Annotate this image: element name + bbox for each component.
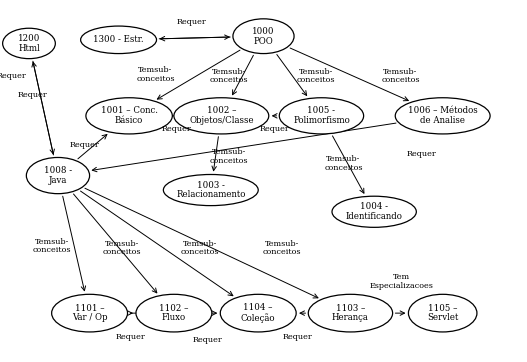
Text: Temsub-
conceitos: Temsub- conceitos	[32, 238, 71, 254]
Text: Temsub-
conceitos: Temsub- conceitos	[210, 148, 249, 165]
Text: Requer: Requer	[0, 72, 26, 80]
Text: Requer: Requer	[407, 150, 436, 158]
Text: 1103 –
Herança: 1103 – Herança	[332, 304, 369, 323]
Text: Requer: Requer	[259, 125, 289, 132]
Text: 1102 –
Fluxo: 1102 – Fluxo	[159, 304, 189, 323]
Ellipse shape	[332, 196, 416, 227]
Ellipse shape	[308, 294, 393, 332]
Text: Requer: Requer	[18, 91, 47, 99]
Text: 1001 – Conc.
Básico: 1001 – Conc. Básico	[101, 106, 158, 125]
Text: Temsub-
conceitos: Temsub- conceitos	[324, 155, 363, 172]
Ellipse shape	[408, 294, 477, 332]
Text: 1104 –
Coleção: 1104 – Coleção	[241, 303, 276, 323]
Ellipse shape	[3, 28, 55, 59]
Text: Requer: Requer	[283, 333, 313, 341]
Text: Temsub-
conceitos: Temsub- conceitos	[181, 240, 220, 256]
Text: 1200
Html: 1200 Html	[18, 34, 40, 53]
Text: 1101 –
Var / Op: 1101 – Var / Op	[72, 304, 108, 323]
Text: Requer: Requer	[192, 336, 222, 344]
Text: Temsub-
conceitos: Temsub- conceitos	[103, 240, 142, 256]
Text: Requer: Requer	[177, 18, 206, 26]
Ellipse shape	[174, 98, 269, 134]
Ellipse shape	[86, 98, 172, 134]
Text: 1004 -
Identificando: 1004 - Identificando	[346, 202, 403, 221]
Text: Temsub-
conceitos: Temsub- conceitos	[210, 68, 249, 84]
Ellipse shape	[81, 26, 157, 54]
Ellipse shape	[279, 98, 364, 134]
Ellipse shape	[233, 19, 294, 54]
Text: 1105 –
Servlet: 1105 – Servlet	[427, 304, 458, 323]
Text: 1003 -
Relacionamento: 1003 - Relacionamento	[176, 181, 246, 199]
Text: 1002 –
Objetos/Classe: 1002 – Objetos/Classe	[189, 106, 253, 125]
Text: Temsub-
conceitos: Temsub- conceitos	[136, 66, 175, 83]
Ellipse shape	[26, 157, 90, 194]
Text: Temsub-
conceitos: Temsub- conceitos	[262, 240, 301, 256]
Text: 1008 -
Java: 1008 - Java	[44, 166, 72, 185]
Ellipse shape	[220, 294, 296, 332]
Text: 1000
POO: 1000 POO	[252, 27, 275, 46]
Text: 1300 - Estr.: 1300 - Estr.	[93, 35, 144, 44]
Ellipse shape	[52, 294, 128, 332]
Ellipse shape	[163, 174, 258, 206]
Text: Requer: Requer	[116, 333, 145, 341]
Text: 1006 – Métodos
de Analise: 1006 – Métodos de Analise	[408, 106, 477, 125]
Ellipse shape	[395, 98, 490, 134]
Ellipse shape	[136, 294, 212, 332]
Text: 1005 -
Polimorfismo: 1005 - Polimorfismo	[293, 106, 350, 125]
Text: Tem
Especializacoes: Tem Especializacoes	[369, 273, 434, 290]
Text: Temsub-
conceitos: Temsub- conceitos	[381, 68, 420, 84]
Text: Requer: Requer	[162, 125, 191, 132]
Text: Temsub-
conceitos: Temsub- conceitos	[297, 68, 336, 84]
Text: Requer: Requer	[70, 141, 99, 149]
